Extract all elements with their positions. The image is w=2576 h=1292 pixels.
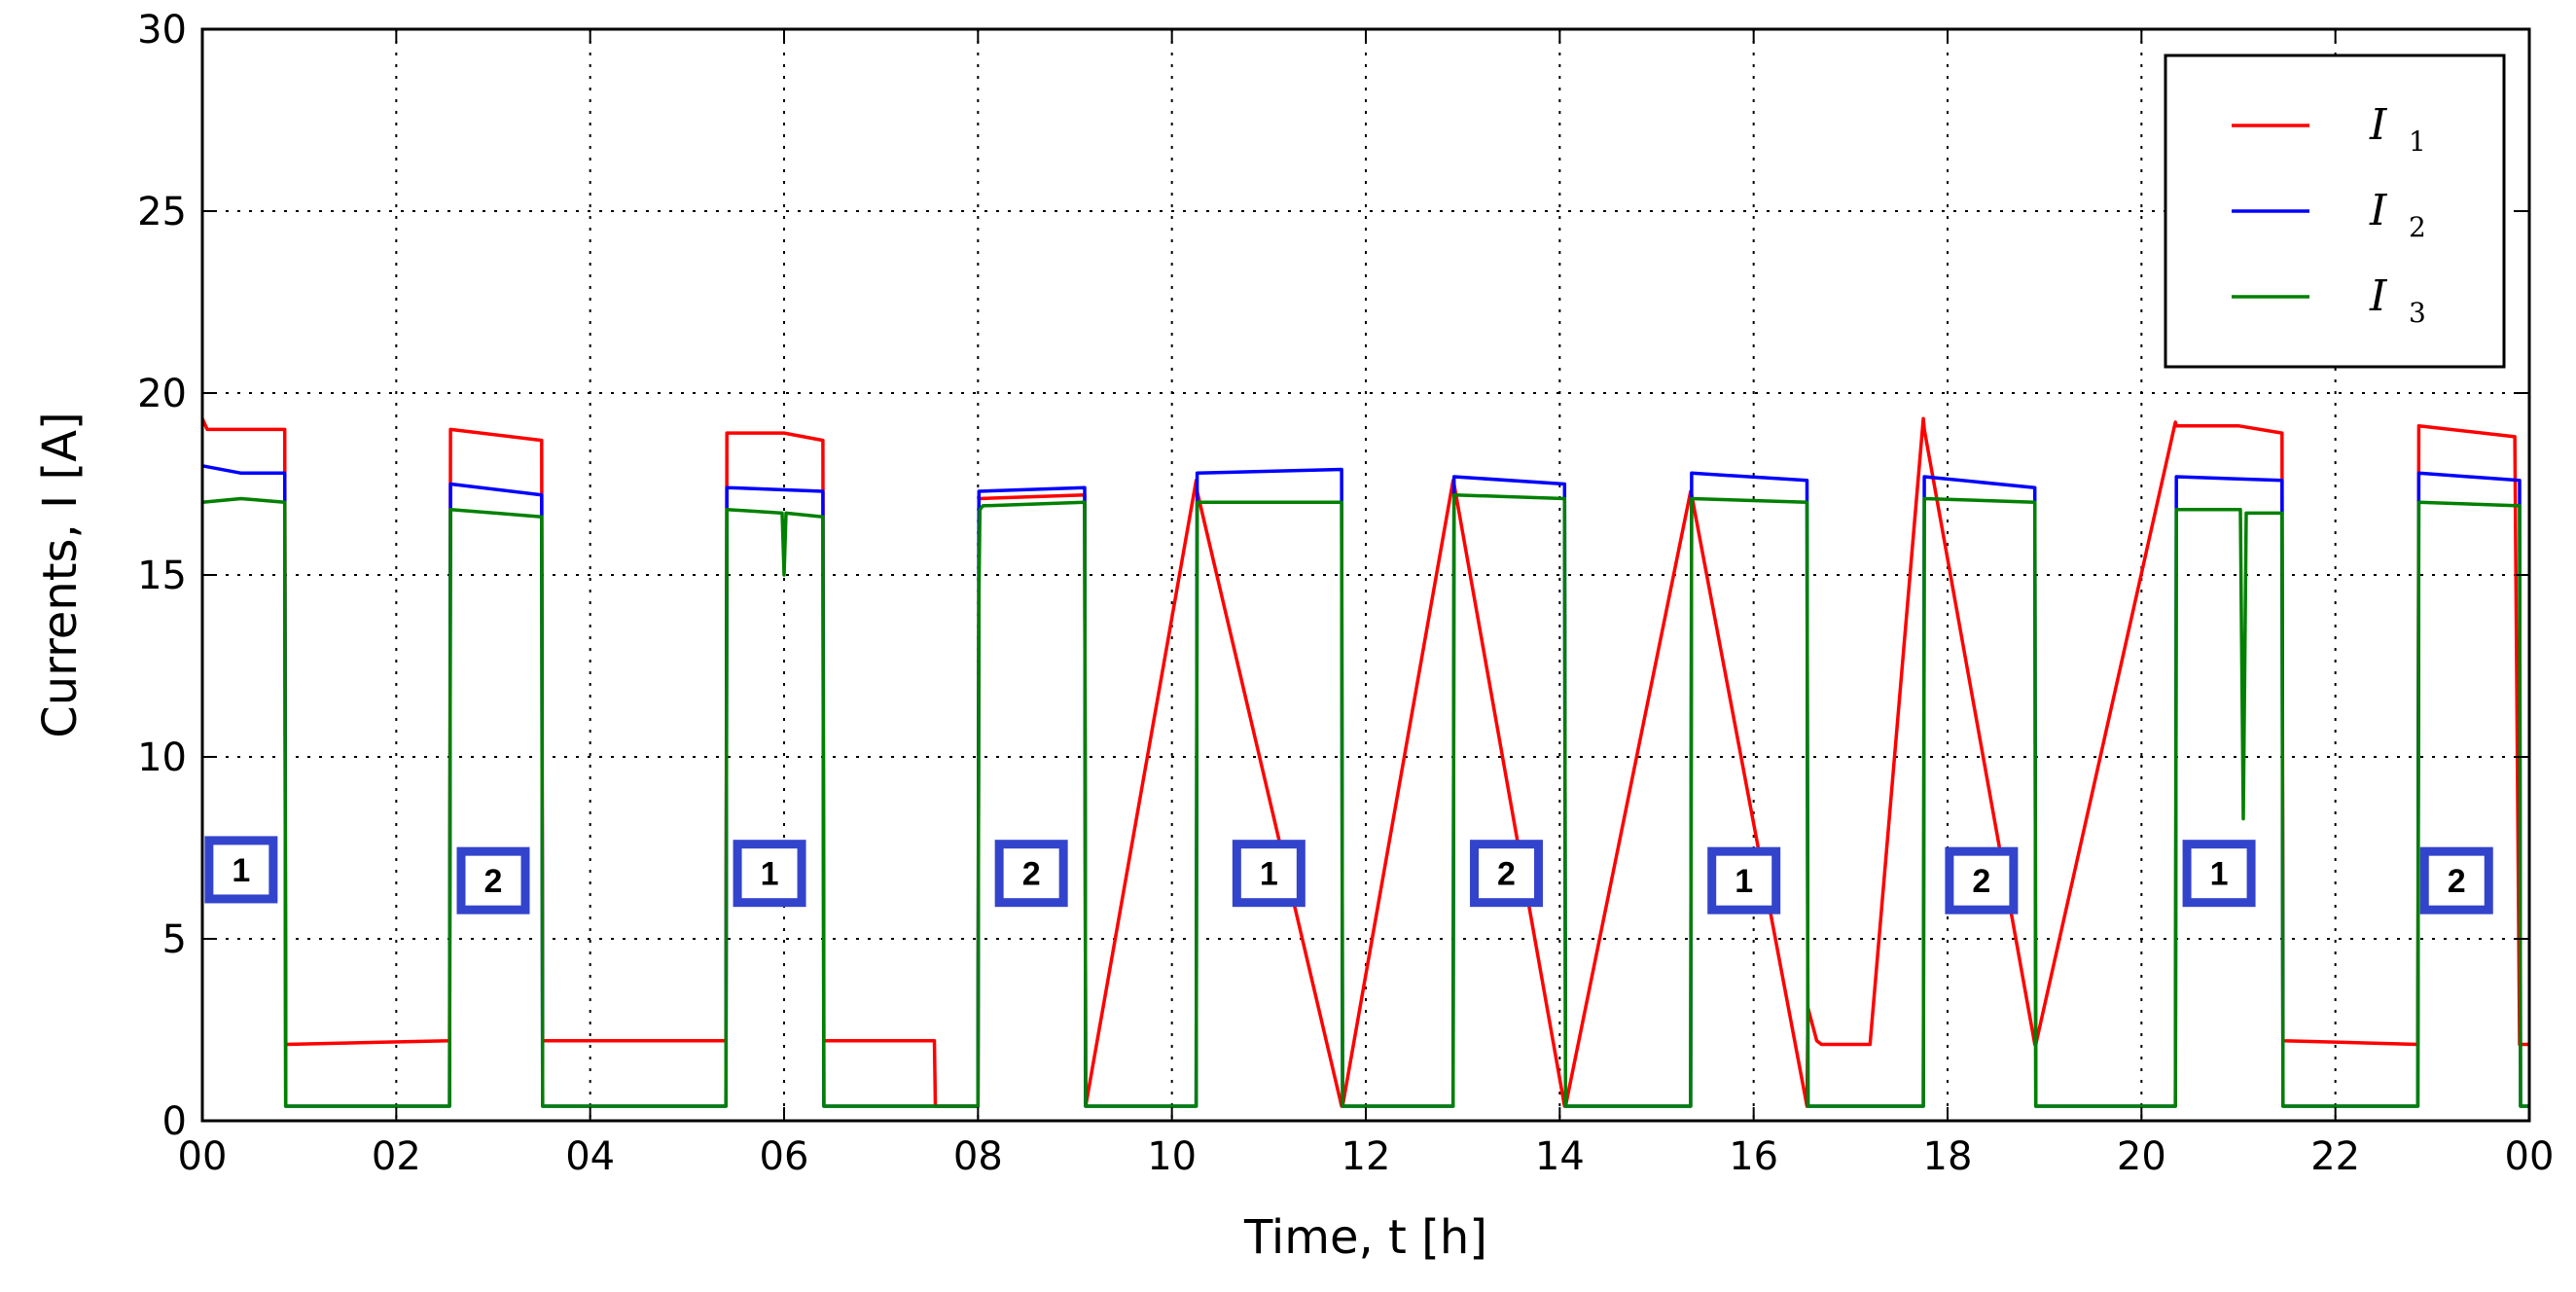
- x-tick-label: 22: [2310, 1134, 2360, 1179]
- mode-marker-1: 1: [2182, 840, 2256, 908]
- x-tick-label: 18: [1923, 1134, 1973, 1179]
- mode-marker-2: 2: [1945, 846, 2019, 915]
- y-tick-label: 30: [137, 8, 187, 53]
- x-tick-label: 00: [2505, 1134, 2555, 1179]
- x-tick-label: 20: [2117, 1134, 2166, 1179]
- legend-subscript: 3: [2409, 297, 2426, 329]
- x-tick-label: 02: [372, 1134, 421, 1179]
- mode-marker-label: 1: [1260, 856, 1278, 893]
- mode-marker-label: 1: [1735, 863, 1753, 900]
- mode-marker-box: [2182, 840, 2256, 908]
- y-tick-label: 10: [137, 736, 187, 780]
- mode-marker-label: 1: [232, 852, 250, 889]
- mode-marker-2: 2: [1470, 840, 1544, 908]
- x-tick-label: 16: [1729, 1134, 1778, 1179]
- mode-marker-box: [1707, 846, 1781, 915]
- mode-marker-label: 2: [1497, 856, 1516, 893]
- mode-marker-box: [2419, 846, 2493, 915]
- mode-marker-1: 1: [733, 840, 806, 908]
- legend-subscript: 1: [2409, 126, 2426, 158]
- x-tick-label: 12: [1342, 1134, 1391, 1179]
- mode-marker-box: [733, 840, 806, 908]
- mode-marker-label: 1: [2210, 856, 2229, 893]
- y-axis-title: Currents, I [A]: [33, 412, 88, 738]
- mode-marker-1: 1: [1232, 840, 1306, 908]
- x-tick-label: 10: [1147, 1134, 1197, 1179]
- legend-label: I: [2369, 100, 2388, 150]
- y-tick-label: 5: [162, 917, 187, 962]
- legend-label: I: [2369, 271, 2388, 321]
- x-tick-label: 14: [1535, 1134, 1585, 1179]
- x-tick-label: 00: [178, 1134, 228, 1179]
- y-tick-label: 20: [137, 372, 187, 416]
- y-tick-label: 0: [162, 1099, 187, 1144]
- mode-marker-box: [1945, 846, 2019, 915]
- x-axis-title: Time, t [h]: [1243, 1210, 1487, 1265]
- series-line-i3: [201, 492, 2529, 1108]
- x-tick-label: 04: [565, 1134, 615, 1179]
- mode-marker-box: [994, 840, 1068, 908]
- mode-marker-1: 1: [204, 836, 278, 904]
- mode-marker-label: 1: [761, 856, 779, 893]
- legend: I 1I 2I 3: [2164, 54, 2506, 369]
- mode-marker-label: 2: [484, 863, 503, 900]
- operating-mode-markers: 1 2 1 2 1 2 1 2 1 2: [204, 836, 2493, 915]
- y-tick-label: 25: [137, 190, 187, 234]
- legend-box: [2164, 54, 2506, 369]
- mode-marker-box: [204, 836, 278, 904]
- mode-marker-label: 2: [1022, 856, 1041, 893]
- mode-marker-box: [1470, 840, 1544, 908]
- mode-marker-2: 2: [2419, 846, 2493, 915]
- x-tick-label: 08: [953, 1134, 1003, 1179]
- mode-marker-2: 2: [994, 840, 1068, 908]
- mode-marker-label: 2: [1972, 863, 1990, 900]
- mode-marker-1: 1: [1707, 846, 1781, 915]
- y-tick-label: 15: [137, 554, 187, 598]
- series-lines: [200, 416, 2529, 1108]
- mode-marker-box: [456, 846, 530, 915]
- mode-marker-label: 2: [2448, 863, 2466, 900]
- mode-marker-box: [1232, 840, 1306, 908]
- legend-label: I: [2369, 186, 2388, 235]
- x-tick-label: 06: [760, 1134, 809, 1179]
- mode-marker-2: 2: [456, 846, 530, 915]
- legend-subscript: 2: [2409, 211, 2426, 243]
